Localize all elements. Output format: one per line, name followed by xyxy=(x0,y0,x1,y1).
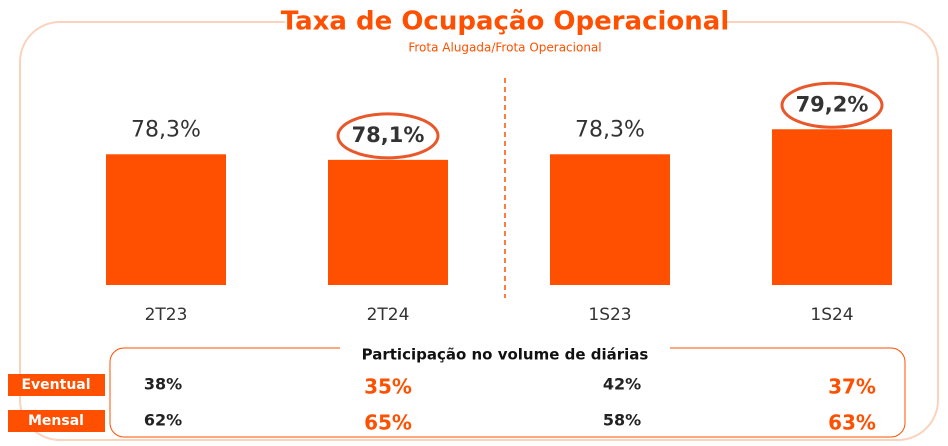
x-tick-label: 1S23 xyxy=(588,305,631,325)
row-label-box xyxy=(8,410,105,432)
table-cell: 42% xyxy=(603,375,641,394)
bar xyxy=(328,159,448,285)
table-cell: 62% xyxy=(144,411,182,430)
chart-subtitle: Frota Alugada/Frota Operacional xyxy=(408,41,601,55)
value-label: 79,2% xyxy=(796,92,869,116)
bar xyxy=(550,154,670,285)
title-mask xyxy=(285,5,725,45)
table-cell: 63% xyxy=(828,411,876,435)
row-label: Eventual xyxy=(21,377,90,393)
row-label: Mensal xyxy=(28,413,84,429)
highlight-circle xyxy=(336,112,440,160)
table-cell: 38% xyxy=(144,375,182,394)
value-label: 78,1% xyxy=(352,123,425,147)
table-title: Participação no volume de diárias xyxy=(362,346,649,364)
x-tick-label: 2T23 xyxy=(145,305,188,325)
table-cell: 37% xyxy=(828,375,876,399)
row-label-box xyxy=(8,374,105,396)
highlight-circle xyxy=(780,81,884,129)
bar xyxy=(106,154,226,285)
value-label: 78,3% xyxy=(131,117,201,142)
table-cell: 65% xyxy=(364,411,412,435)
table-title-mask xyxy=(340,342,670,366)
x-tick-label: 1S24 xyxy=(810,305,853,325)
bar xyxy=(772,129,892,285)
table-cell: 58% xyxy=(603,411,641,430)
table-cell: 35% xyxy=(364,375,412,399)
x-tick-label: 2T24 xyxy=(367,305,410,325)
chart-title: Taxa de Ocupação Operacional xyxy=(281,7,730,37)
value-label: 78,3% xyxy=(575,117,645,142)
